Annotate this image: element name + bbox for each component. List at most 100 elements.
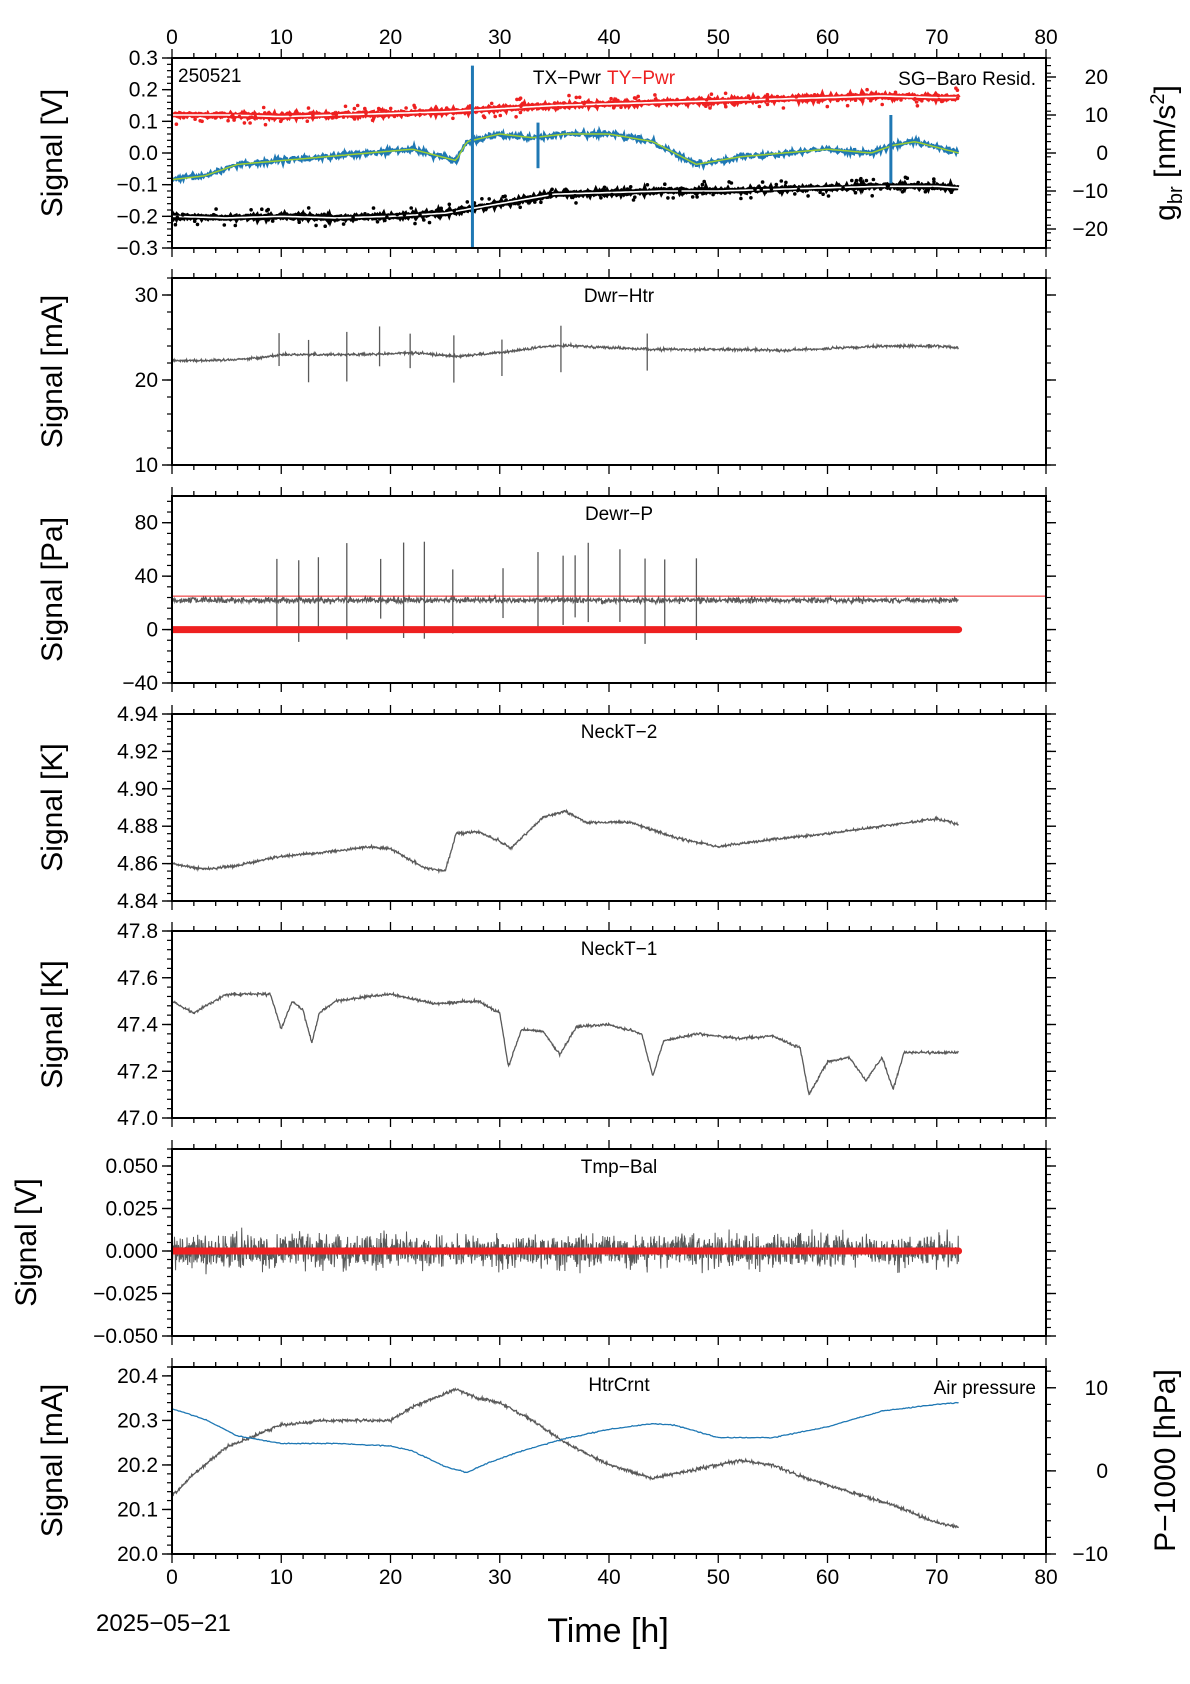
series-1-1-dot (388, 106, 393, 111)
series-1-1-dot (341, 115, 346, 119)
series-1-2-dot (564, 187, 568, 192)
series-1-1-dot (914, 100, 919, 104)
series-1-2-dot (214, 207, 218, 211)
signal-ma-axis-label: Signal [mA] (36, 295, 69, 448)
series-1-2-dot (434, 208, 439, 213)
series-1-2-dot (749, 196, 753, 200)
panel-title: HtrCrnt (588, 1375, 650, 1396)
y-tick-label: 0.2 (129, 79, 158, 102)
series-1-2-dot (853, 190, 858, 195)
y-tick-label: 10 (135, 454, 158, 477)
series-1-1-dot (880, 102, 884, 107)
series-1-1-dot (514, 115, 518, 119)
series-1-1-dot (632, 96, 637, 100)
series-1-2-dot (806, 194, 810, 198)
panel-title-tx: TX−Pwr (533, 68, 602, 89)
series-1-2-dot (760, 180, 765, 184)
series-1-2-dot (402, 213, 407, 217)
series-2-1 (172, 341, 959, 364)
x-tick-label-bottom: 40 (597, 1566, 620, 1589)
series-1-1-dot (364, 111, 368, 116)
series-1-1-dot (352, 106, 357, 111)
series-1-2-dot (302, 212, 307, 217)
series-1-1-dot (765, 92, 770, 97)
series-1-2-dot (323, 224, 328, 228)
x-tick-label-top: 70 (925, 26, 948, 49)
series-1-1-dot (756, 95, 760, 100)
series-1-1-dot (498, 113, 503, 118)
series-1-2-dot (678, 189, 682, 193)
series-1-1-dot (237, 114, 242, 119)
series-1-2-dot (671, 196, 675, 200)
series-1-2-dot (916, 180, 920, 185)
plot-area (172, 808, 959, 874)
x-tick-label-top: 10 (270, 26, 293, 49)
panel-title: NeckT−1 (581, 939, 658, 960)
series-1-1-dot (181, 115, 186, 120)
series-1-2-dot (195, 222, 200, 227)
series-1-2-dot (793, 192, 797, 196)
series-1-2-dot (351, 215, 355, 220)
series-1-1-dot (306, 106, 311, 110)
series-1-1-dot (939, 99, 944, 104)
series-1-1-dot (263, 111, 267, 115)
series-7-1 (172, 1387, 960, 1529)
series-1-2-dot (895, 187, 900, 191)
series-1-1-dot (230, 114, 234, 119)
series-1-2-dot (625, 187, 630, 191)
panel-7: 20.4 20.3 20.2 20.1 20.0 10 0 −10 Air pressure P−… (36, 1358, 1182, 1566)
series-1-2-dot (645, 183, 650, 187)
x-tick-label-top: 80 (1034, 26, 1057, 49)
series-1-3-fit (172, 133, 959, 181)
panel-5: 47.8 47.6 47.4 47.2 47.0 NeckT−1 Signal [K] (36, 920, 1056, 1130)
series-1-2-dot (211, 212, 216, 217)
series-1-2-dot (949, 190, 954, 194)
series-1-2-dot (222, 223, 227, 227)
series-1-2-dot (335, 218, 339, 222)
series-1-2-dot (573, 194, 577, 198)
series-1-1-dot (955, 96, 960, 101)
series-1-2-dot (700, 182, 705, 187)
series-1-1-dot (709, 92, 714, 96)
series-1-1-dot (556, 106, 561, 110)
series-1-2-dot (628, 185, 633, 189)
series-1-1-dot (363, 106, 367, 111)
panel-6: 0.050 0.025 0.000 −0.025 −0.050 Tmp−Bal Signal… (10, 1140, 1056, 1348)
right-y-tick-label: −10 (1072, 180, 1108, 203)
right-y-tick-label: −10 (1072, 1543, 1108, 1566)
series-1-1-dot (261, 105, 266, 110)
series-1-1-dot (412, 103, 416, 108)
series-1-1-dot (451, 116, 455, 121)
y-tick-label: 0.1 (129, 110, 158, 133)
series-1-2-dot (439, 206, 444, 211)
right-axis-label-end: ] (1149, 85, 1182, 93)
series-1-2-dot (666, 196, 670, 200)
y-tick-label: 40 (135, 565, 158, 588)
series-1-1-dot (853, 98, 858, 102)
series-1-1-dot (370, 118, 375, 123)
y-tick-label: 4.94 (117, 703, 158, 726)
series-1-1-dot (781, 106, 786, 110)
series-1-2-dot (702, 179, 706, 184)
y-tick-label: 4.86 (117, 853, 158, 876)
series-1-1-dot (704, 98, 709, 102)
y-tick-label: 20 (135, 369, 158, 392)
date-label: 2025−05−21 (96, 1610, 231, 1637)
y-tick-label: −0.2 (117, 205, 158, 228)
y-tick-label: 80 (135, 512, 158, 535)
series-1-1-dot (732, 103, 737, 107)
y-tick-label: 47.0 (117, 1107, 158, 1130)
x-tick-label-bottom: 70 (925, 1566, 948, 1589)
right-axis-label-sup: 2 (1147, 94, 1169, 105)
series-1-1-dot (355, 103, 360, 108)
right-axis-label-main: g (1149, 204, 1182, 221)
series-1-2-dot (663, 182, 667, 186)
series-1-1-dot (765, 102, 770, 107)
series-1-2-dot (533, 200, 537, 204)
series-1-1-dot (444, 106, 449, 110)
series-1-2-dot (409, 206, 414, 210)
y-tick-label: −0.1 (117, 174, 158, 197)
series-1-2-dot (570, 195, 574, 200)
series-1-1-dot (334, 112, 339, 117)
